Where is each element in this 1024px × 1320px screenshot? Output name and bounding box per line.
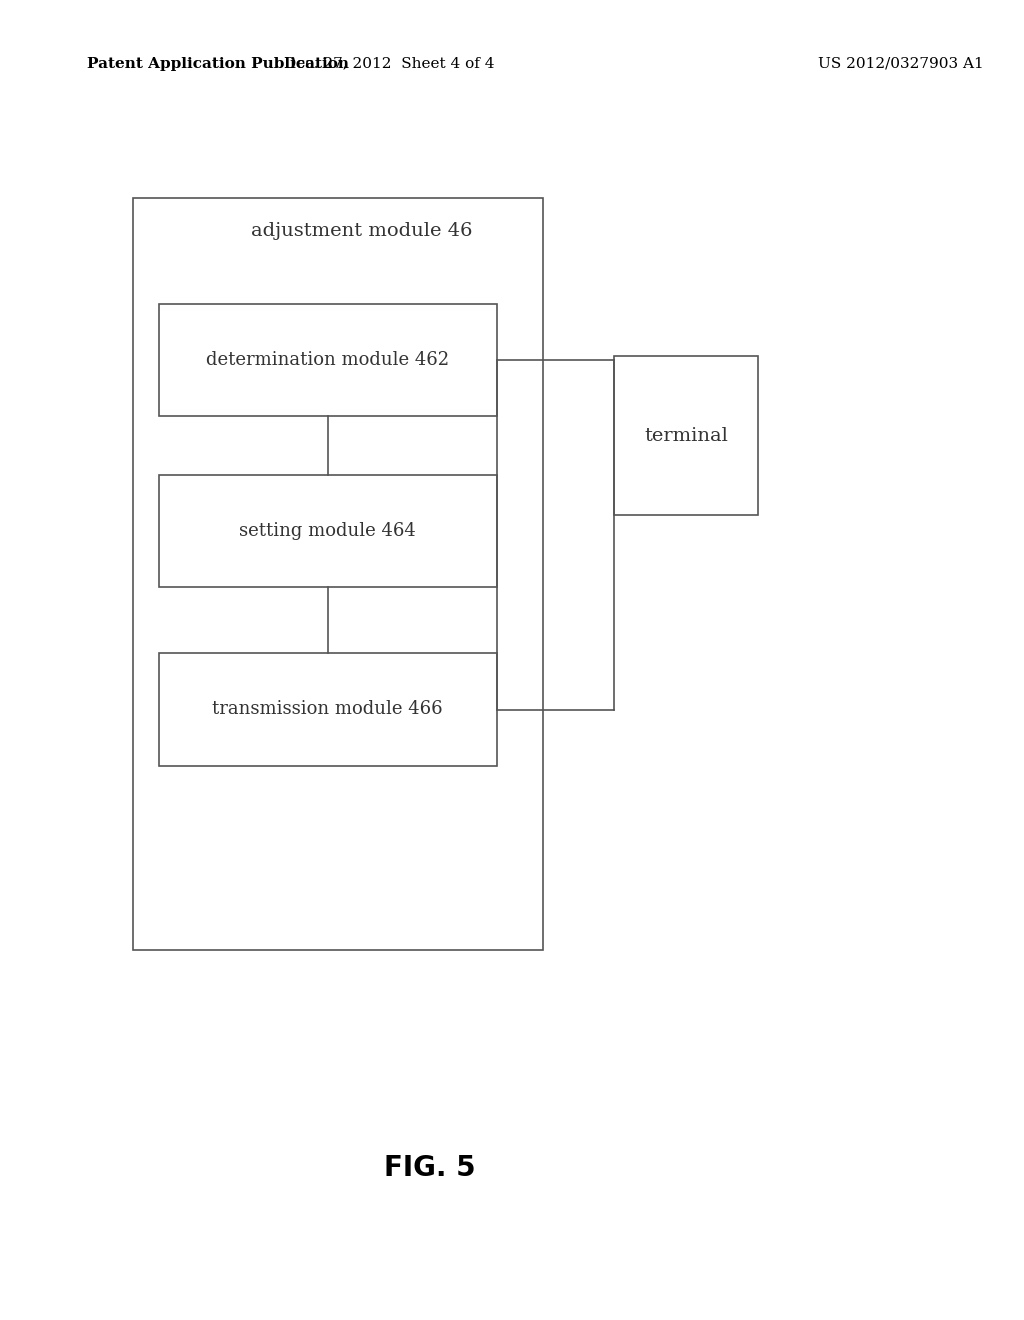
FancyBboxPatch shape [159, 475, 497, 587]
Text: Patent Application Publication: Patent Application Publication [87, 57, 349, 71]
Text: adjustment module 46: adjustment module 46 [251, 222, 472, 240]
Text: FIG. 5: FIG. 5 [384, 1154, 476, 1183]
Text: determination module 462: determination module 462 [206, 351, 450, 368]
Text: US 2012/0327903 A1: US 2012/0327903 A1 [818, 57, 984, 71]
FancyBboxPatch shape [133, 198, 543, 950]
Text: terminal: terminal [644, 426, 728, 445]
FancyBboxPatch shape [159, 653, 497, 766]
Text: transmission module 466: transmission module 466 [212, 701, 443, 718]
FancyBboxPatch shape [159, 304, 497, 416]
Text: setting module 464: setting module 464 [240, 523, 416, 540]
FancyBboxPatch shape [614, 356, 758, 515]
Text: Dec. 27, 2012  Sheet 4 of 4: Dec. 27, 2012 Sheet 4 of 4 [284, 57, 495, 71]
